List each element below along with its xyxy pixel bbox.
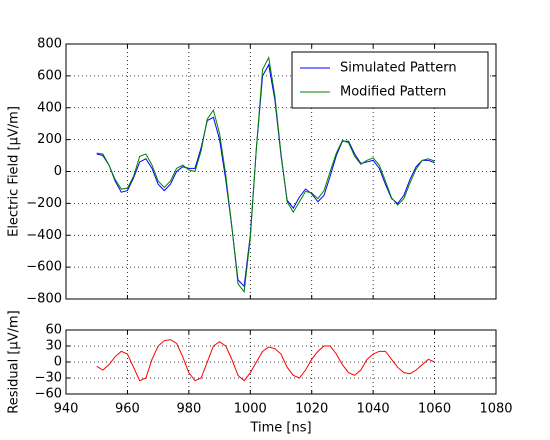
y-tick-label: −30 — [35, 371, 62, 386]
y-tick-label: −400 — [26, 228, 62, 243]
y-axis-label: Electric Field [μV/m] — [7, 106, 22, 237]
series-line — [96, 339, 435, 382]
x-tick-label: 1080 — [479, 402, 512, 417]
y-tick-label: −600 — [26, 260, 62, 275]
x-tick-label: 960 — [115, 402, 140, 417]
x-tick-label: 980 — [176, 402, 201, 417]
plot-frame — [65, 329, 497, 395]
legend-label: Modified Pattern — [340, 85, 446, 100]
y-tick-label: 0 — [54, 164, 62, 179]
y-tick-label: 60 — [45, 323, 62, 338]
legend-label: Simulated Pattern — [340, 61, 457, 76]
x-tick-label: 1060 — [418, 402, 451, 417]
x-axis-label: Time [ns] — [249, 421, 311, 436]
series-line — [96, 63, 435, 288]
legend-box — [291, 51, 489, 109]
plot-frame — [65, 43, 497, 300]
x-tick-label: 1000 — [234, 402, 267, 417]
y-tick-label: 200 — [37, 132, 62, 147]
y-tick-label: −200 — [26, 196, 62, 211]
x-tick-label: 940 — [54, 402, 79, 417]
y-tick-label: 0 — [54, 355, 62, 370]
y-tick-label: 30 — [45, 339, 62, 354]
y-tick-label: 400 — [37, 100, 62, 115]
y-tick-label: 800 — [37, 37, 62, 52]
x-tick-label: 1020 — [295, 402, 328, 417]
y-tick-label: −800 — [26, 292, 62, 307]
y-tick-label: −60 — [35, 387, 62, 402]
y-axis-label: Residual [μV/m] — [7, 310, 22, 413]
x-tick-label: 1040 — [357, 402, 390, 417]
series-line — [96, 55, 435, 294]
y-tick-label: 600 — [37, 68, 62, 83]
